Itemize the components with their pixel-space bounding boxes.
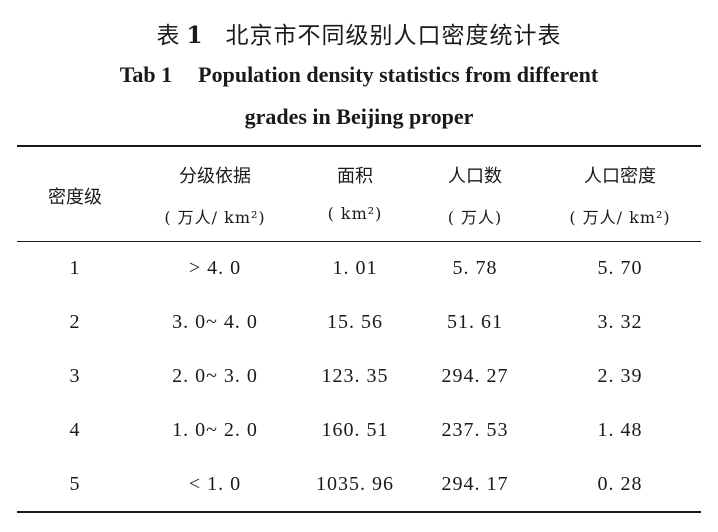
cell-grading-basis: 1. 0~ 2. 0 bbox=[172, 419, 258, 441]
cell-grading-basis: 2. 0~ 3. 0 bbox=[172, 365, 258, 387]
caption-english-line-2: grades in Beijing proper bbox=[244, 104, 474, 129]
header-population-density: 人口密度 bbox=[584, 166, 656, 187]
cell-grading-basis: > 4. 0 bbox=[188, 257, 242, 279]
cell-population: 51. 61 bbox=[447, 311, 503, 333]
header-density-grade: 密度级 bbox=[48, 187, 102, 208]
cell-area: 15. 56 bbox=[327, 311, 383, 333]
cell-population: 294. 27 bbox=[441, 365, 509, 387]
header-grading-basis: 分级依据 bbox=[179, 166, 251, 187]
table-top-rule bbox=[17, 145, 701, 147]
header-area-unit: ( km²) bbox=[327, 204, 383, 223]
header-population-unit: ( 万人) bbox=[447, 208, 503, 227]
caption-chinese: 表 1 北京市不同级别人口密度统计表 bbox=[0, 16, 718, 50]
table-header-rule bbox=[17, 241, 701, 242]
cell-area: 1. 01 bbox=[332, 257, 378, 279]
header-population-density-unit: ( 万人/ km²) bbox=[569, 208, 671, 227]
cell-grading-basis: < 1. 0 bbox=[188, 473, 242, 495]
cell-grade: 2 bbox=[69, 311, 81, 333]
cell-grade: 5 bbox=[69, 473, 81, 495]
cell-population-density: 1. 48 bbox=[597, 419, 643, 441]
cell-area: 123. 35 bbox=[321, 365, 389, 387]
cell-population-density: 2. 39 bbox=[597, 365, 643, 387]
cell-population-density: 5. 70 bbox=[597, 257, 643, 279]
header-area: 面积 bbox=[337, 166, 373, 187]
caption-cn-number: 1 bbox=[186, 22, 204, 49]
cell-area: 160. 51 bbox=[321, 419, 389, 441]
caption-english-line-1: Tab 1 Population density statistics from … bbox=[0, 62, 718, 88]
header-population: 人口数 bbox=[448, 166, 502, 187]
cell-grade: 3 bbox=[69, 365, 81, 387]
cell-grade: 1 bbox=[69, 257, 81, 279]
table-bottom-rule bbox=[17, 511, 701, 513]
cell-population: 5. 78 bbox=[452, 257, 498, 279]
caption-en-prefix: Tab 1 bbox=[119, 62, 173, 87]
header-grading-basis-unit: ( 万人/ km²) bbox=[164, 208, 266, 227]
cell-grade: 4 bbox=[69, 419, 81, 441]
cell-population-density: 3. 32 bbox=[597, 311, 643, 333]
cell-grading-basis: 3. 0~ 4. 0 bbox=[172, 311, 258, 333]
caption-en-line1-text: Population density statistics from diffe… bbox=[198, 62, 599, 87]
cell-population-density: 0. 28 bbox=[597, 473, 643, 495]
caption-cn-title: 北京市不同级别人口密度统计表 bbox=[225, 23, 562, 49]
cell-population: 237. 53 bbox=[441, 419, 509, 441]
cell-area: 1035. 96 bbox=[316, 473, 394, 495]
caption-cn-prefix: 表 bbox=[156, 23, 181, 49]
cell-population: 294. 17 bbox=[441, 473, 509, 495]
